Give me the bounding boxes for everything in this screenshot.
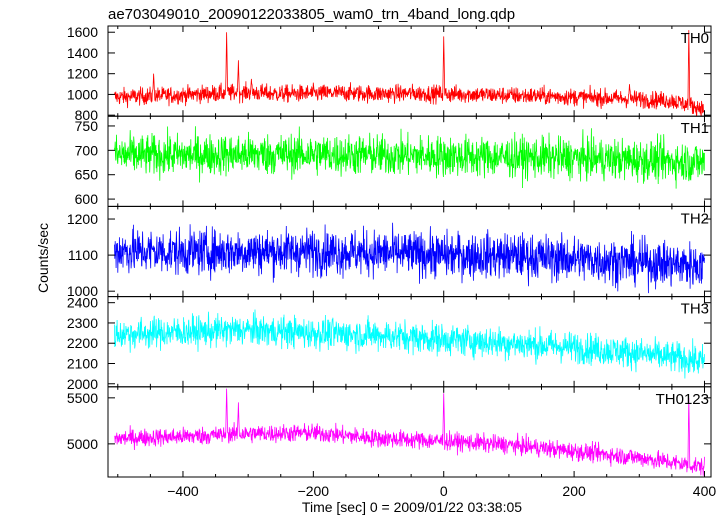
panel-th2: 1000 1100 1200 TH2 (67, 205, 712, 299)
x-tick-label: 400 (693, 483, 717, 499)
y-tick-label: 1400 (67, 45, 98, 61)
panel-label-th0: TH0 (681, 30, 709, 47)
x-tick-label: −200 (298, 483, 330, 499)
y-tick-label: 650 (75, 167, 99, 183)
series-th0 (114, 30, 705, 117)
x-tick-label: −400 (167, 483, 199, 499)
series-th1 (114, 126, 705, 189)
y-tick-label: 1000 (67, 86, 98, 102)
y-tick-label: 700 (75, 142, 99, 158)
x-tick-label: 0 (440, 483, 448, 499)
y-tick-label: 5500 (67, 390, 98, 406)
y-tick-label: 5000 (67, 436, 98, 452)
panel-label-th3: TH3 (681, 301, 709, 318)
y-tick-label: 1000 (67, 283, 98, 299)
y-tick-label: 2200 (67, 335, 98, 351)
panels-group: 800 1000 1200 1400 1600 TH0 600 650 700 750 TH1 100… (67, 24, 712, 478)
y-tick-label: 1100 (68, 247, 98, 263)
y-axis-label: Counts/sec (35, 223, 51, 293)
chart-title: ae703049010_20090122033805_wam0_trn_4ban… (108, 6, 515, 23)
series-th0123 (114, 388, 705, 476)
x-tick-label: 200 (562, 483, 586, 499)
panel-frame (107, 386, 712, 478)
y-tick-label: 800 (75, 107, 99, 123)
series-th2 (114, 222, 705, 294)
x-axis-label: Time [sec] 0 = 2009/01/22 03:38:05 (302, 499, 522, 515)
y-tick-label: 2400 (67, 295, 98, 311)
y-tick-label: 2100 (67, 355, 98, 371)
y-tick-label: 1200 (67, 211, 98, 227)
panel-th0: 800 1000 1200 1400 1600 TH0 (67, 24, 712, 123)
panel-frame (107, 25, 712, 117)
series-th3 (114, 309, 705, 379)
panel-label-th2: TH2 (681, 210, 709, 227)
y-tick-label: 750 (75, 118, 99, 134)
y-tick-label: 2000 (67, 376, 98, 392)
panel-label-th0123: TH0123 (656, 391, 709, 408)
x-axis-labels: −400 −200 0 200 400 (167, 483, 716, 499)
panel-th0123: 5000 5500 TH0123 (67, 386, 712, 478)
panel-label-th1: TH1 (681, 120, 709, 137)
y-tick-label: 600 (75, 191, 99, 207)
panel-th3: 2000 2100 2200 2300 2400 TH3 (67, 295, 712, 392)
panel-th1: 600 650 700 750 TH1 (75, 115, 712, 207)
y-tick-label: 1200 (67, 66, 98, 82)
y-tick-label: 1600 (67, 24, 98, 40)
y-tick-label: 2300 (67, 315, 98, 331)
